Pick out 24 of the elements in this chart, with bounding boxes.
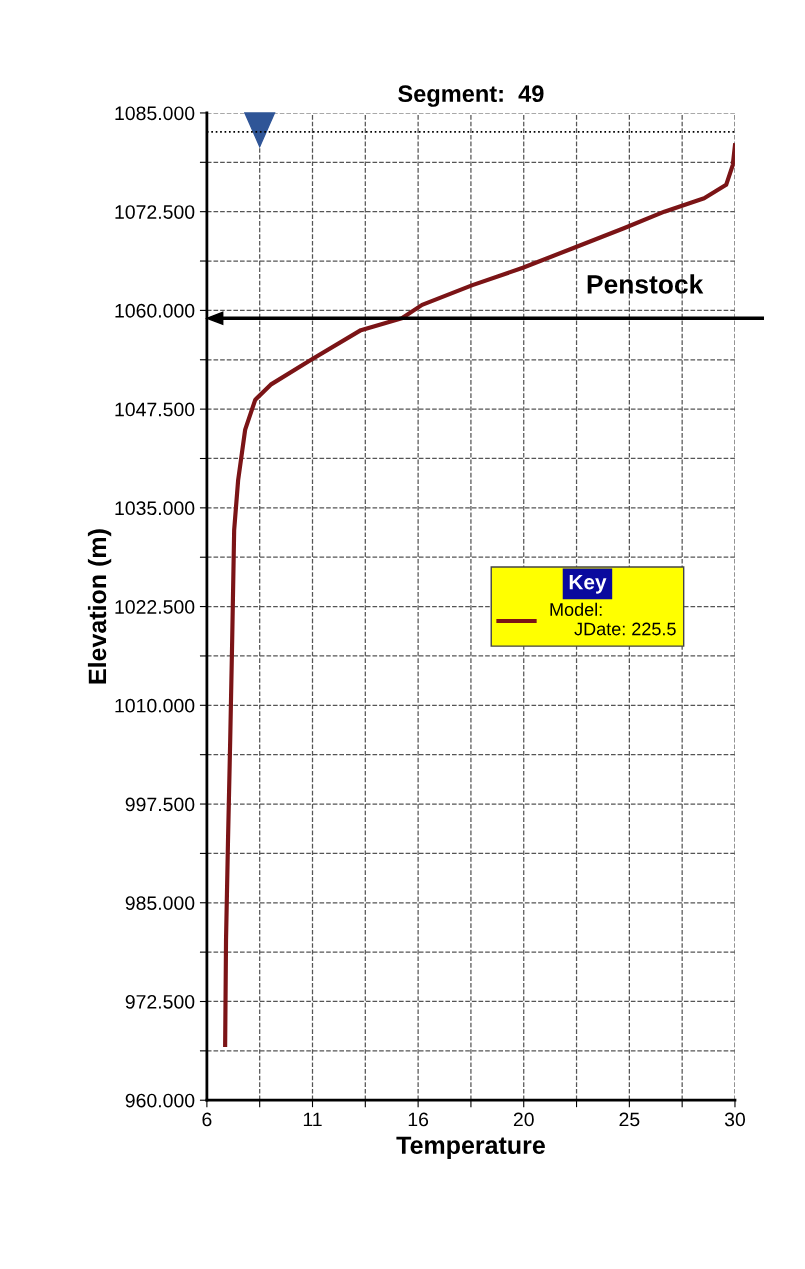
x-tick-label: 16 (408, 1112, 429, 1127)
x-axis-title: Temperature (396, 1136, 545, 1160)
y-tick-label: 985.000 (125, 896, 195, 910)
y-tick-label: 1047.500 (115, 402, 195, 417)
y-tick-label: 972.500 (125, 994, 195, 1009)
y-tick-label: 1085.000 (115, 106, 195, 121)
legend-title: Key (569, 574, 607, 594)
y-tick-label: 1010.000 (115, 698, 195, 713)
y-tick-label: 1022.500 (115, 600, 195, 614)
y-tick-label: 997.500 (125, 797, 195, 812)
x-tick-label: 30 (724, 1112, 746, 1127)
ref-line-label: Penstock (587, 274, 704, 294)
x-tick-label: 6 (202, 1112, 212, 1127)
line-series (223, 143, 735, 1048)
x-tick-label: 20 (513, 1112, 534, 1127)
y-tick-label: 1035.000 (115, 501, 195, 516)
y-axis-title: Elevation (m) (87, 529, 112, 684)
y-tick-label: 1060.000 (115, 303, 195, 318)
chart-title: Segment: 49 (398, 85, 544, 107)
legend-label: Model: JDate: 225.5 (550, 602, 676, 636)
y-tick-label: 1072.500 (115, 205, 195, 219)
y-tick-label: 960.000 (125, 1093, 195, 1108)
x-tick-label: 11 (303, 1112, 322, 1127)
x-tick-label: 25 (619, 1112, 640, 1127)
